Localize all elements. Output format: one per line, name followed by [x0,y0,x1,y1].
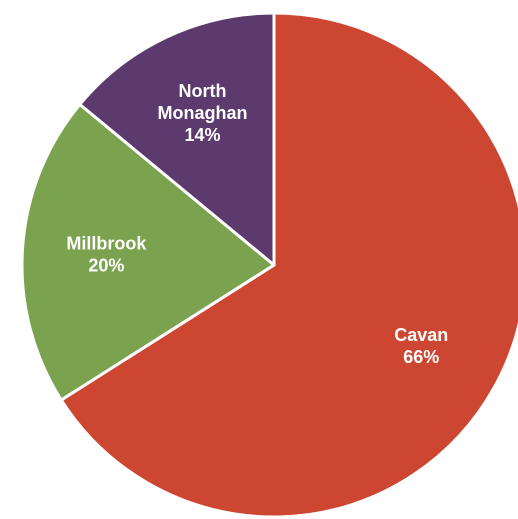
slice-label-cavan: Cavan 66% [394,325,448,367]
pie-slices [20,11,518,519]
slice-value-label: 66% [403,347,439,367]
slice-label-millbrook: Millbrook 20% [66,233,147,275]
pie-slice-north-monaghan [78,11,276,267]
slice-value-label: 14% [184,125,220,145]
slice-label-north-monaghan: North Monaghan 14% [157,81,247,145]
slice-value-label: 20% [88,255,124,275]
pie-slice-cavan [59,11,518,519]
slice-name-label: Millbrook [66,233,147,253]
slice-name-label: Monaghan [157,103,247,123]
slice-name-label: North [178,81,226,101]
pie-slice-millbrook [20,102,276,402]
slice-name-label: Cavan [394,325,448,345]
pie-labels: Cavan 66% Millbrook 20% North Monaghan 14% [66,81,448,367]
